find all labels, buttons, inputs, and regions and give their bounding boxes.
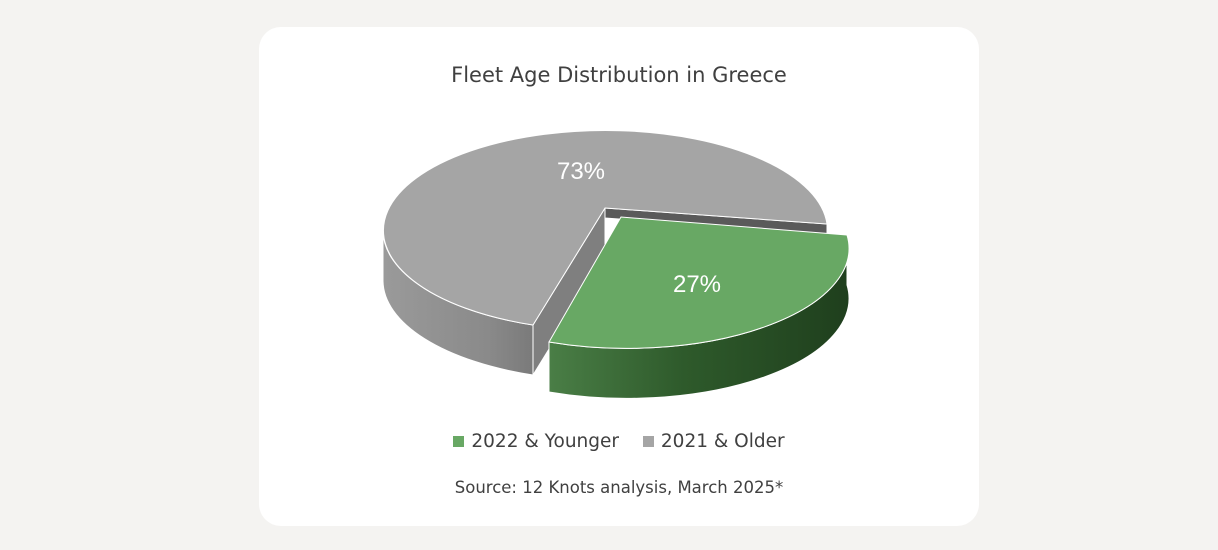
data-label-older: 73% <box>557 158 605 185</box>
slice-older-top <box>383 129 828 326</box>
chart-card: Fleet Age Distribution in Greece <box>259 27 979 526</box>
chart-legend: 2022 & Younger 2021 & Older <box>259 431 979 452</box>
legend-item-older: 2021 & Older <box>642 431 785 452</box>
pie-chart: 73% 27% <box>382 129 850 399</box>
legend-item-younger: 2022 & Younger <box>453 431 619 452</box>
slice-younger-top <box>548 216 850 349</box>
chart-source: Source: 12 Knots analysis, March 2025* <box>454 478 784 497</box>
legend-swatch-older <box>642 436 654 447</box>
legend-swatch-younger <box>453 436 465 447</box>
slice-younger <box>548 216 850 399</box>
slice-older <box>382 129 828 377</box>
legend-label-younger: 2022 & Younger <box>471 431 620 452</box>
chart-title: Fleet Age Distribution in Greece <box>451 63 787 87</box>
data-label-younger: 27% <box>673 271 721 298</box>
legend-label-older: 2021 & Older <box>660 431 785 452</box>
